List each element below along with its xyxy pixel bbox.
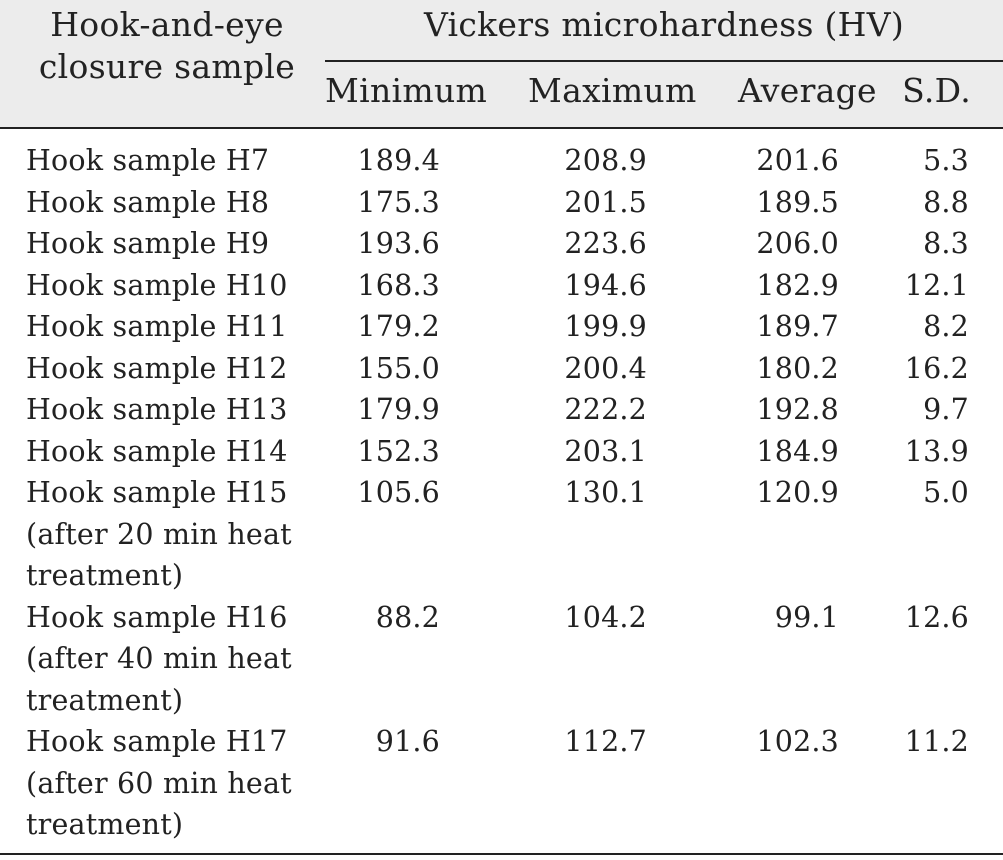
cell-sd: 5.0 (923, 476, 969, 509)
table-row: Hook sample H14 152.3 203.1 184.9 13.9 (0, 431, 1003, 473)
cell-maximum: 201.5 (564, 185, 647, 219)
cell-sample-label: Hook sample H13 (26, 393, 288, 426)
cell-minimum: 179.9 (357, 393, 440, 426)
cell-sd: 5.3 (923, 144, 969, 177)
cell-sd: 13.9 (904, 434, 969, 468)
cell-sd: 8.8 (923, 185, 969, 219)
table-row: Hook sample H9 193.6 223.6 206.0 8.3 (0, 223, 1003, 265)
cell-minimum: 152.3 (357, 434, 440, 468)
cell-maximum: 222.2 (564, 393, 647, 426)
table-bottom-rule (0, 853, 1003, 855)
cell-sd: 12.1 (904, 268, 969, 302)
cell-maximum: 203.1 (564, 434, 647, 468)
cell-maximum: 194.6 (564, 268, 647, 302)
cell-average: 180.2 (756, 351, 839, 385)
cell-maximum: 130.1 (564, 476, 647, 509)
cell-average: 102.3 (756, 725, 839, 758)
cell-minimum: 168.3 (357, 268, 440, 302)
header-group-divider (325, 60, 1003, 62)
cell-sample-label: Hook sample H9 (26, 227, 270, 260)
cell-minimum: 193.6 (357, 227, 440, 260)
cell-minimum: 175.3 (357, 185, 440, 219)
cell-sample-label: Hook sample H10 (26, 268, 288, 302)
cell-maximum: 208.9 (564, 144, 647, 177)
cell-sample-label: Hook sample H16 (after 40 min heat treat… (26, 600, 292, 717)
header-average: Average (738, 71, 877, 110)
table-row: Hook sample H8 175.3 201.5 189.5 8.8 (0, 182, 1003, 224)
cell-sample-label: Hook sample H7 (26, 144, 270, 177)
cell-sample-label: Hook sample H12 (26, 351, 288, 385)
table-row: Hook sample H16 (after 40 min heat treat… (0, 597, 1003, 722)
cell-sd: 8.2 (923, 310, 969, 343)
cell-average: 120.9 (756, 476, 839, 509)
cell-maximum: 199.9 (564, 310, 647, 343)
cell-average: 182.9 (756, 268, 839, 302)
cell-sample-label: Hook sample H8 (26, 185, 270, 219)
cell-maximum: 112.7 (564, 725, 647, 758)
table-row: Hook sample H11 179.2 199.9 189.7 8.2 (0, 306, 1003, 348)
cell-average: 189.7 (756, 310, 839, 343)
cell-average: 189.5 (756, 185, 839, 219)
cell-sample-label: Hook sample H15 (after 20 min heat treat… (26, 476, 292, 592)
table-row: Hook sample H12 155.0 200.4 180.2 16.2 (0, 348, 1003, 390)
table-row: Hook sample H13 179.9 222.2 192.8 9.7 (0, 389, 1003, 431)
cell-average: 99.1 (774, 600, 839, 634)
cell-minimum: 189.4 (357, 144, 440, 177)
header-sample-column: Hook-and-eye closure sample (38, 5, 296, 86)
cell-average: 206.0 (756, 227, 839, 260)
cell-minimum: 179.2 (357, 310, 440, 343)
header-hardness-group: Vickers microhardness (HV) (423, 5, 905, 44)
cell-average: 201.6 (756, 144, 839, 177)
cell-minimum: 91.6 (375, 725, 440, 758)
cell-average: 192.8 (756, 393, 839, 426)
cell-minimum: 105.6 (357, 476, 440, 509)
cell-minimum: 88.2 (375, 600, 440, 634)
header-sd: S.D. (902, 71, 971, 110)
cell-sample-label: Hook sample H14 (26, 434, 288, 468)
table-row: Hook sample H17 (after 60 min heat treat… (0, 721, 1003, 846)
cell-average: 184.9 (756, 434, 839, 468)
table-row: Hook sample H7 189.4 208.9 201.6 5.3 (0, 140, 1003, 182)
cell-sample-label: Hook sample H11 (26, 310, 288, 343)
header-minimum: Minimum (325, 71, 488, 110)
cell-maximum: 223.6 (564, 227, 647, 260)
cell-sd: 16.2 (904, 351, 969, 385)
header-maximum: Maximum (528, 71, 697, 110)
cell-minimum: 155.0 (357, 351, 440, 385)
cell-maximum: 200.4 (564, 351, 647, 385)
table-header (0, 0, 1003, 128)
cell-maximum: 104.2 (564, 600, 647, 634)
cell-sd: 12.6 (904, 600, 969, 634)
table-row: Hook sample H15 (after 20 min heat treat… (0, 472, 1003, 597)
table-row: Hook sample H10 168.3 194.6 182.9 12.1 (0, 265, 1003, 307)
cell-sd: 8.3 (923, 227, 969, 260)
cell-sd: 9.7 (923, 393, 969, 426)
cell-sample-label: Hook sample H17 (after 60 min heat treat… (26, 725, 292, 841)
table-body: Hook sample H7 189.4 208.9 201.6 5.3 Hook sam… (0, 140, 1003, 846)
header-bottom-rule (0, 127, 1003, 129)
cell-sd: 11.2 (904, 725, 969, 758)
